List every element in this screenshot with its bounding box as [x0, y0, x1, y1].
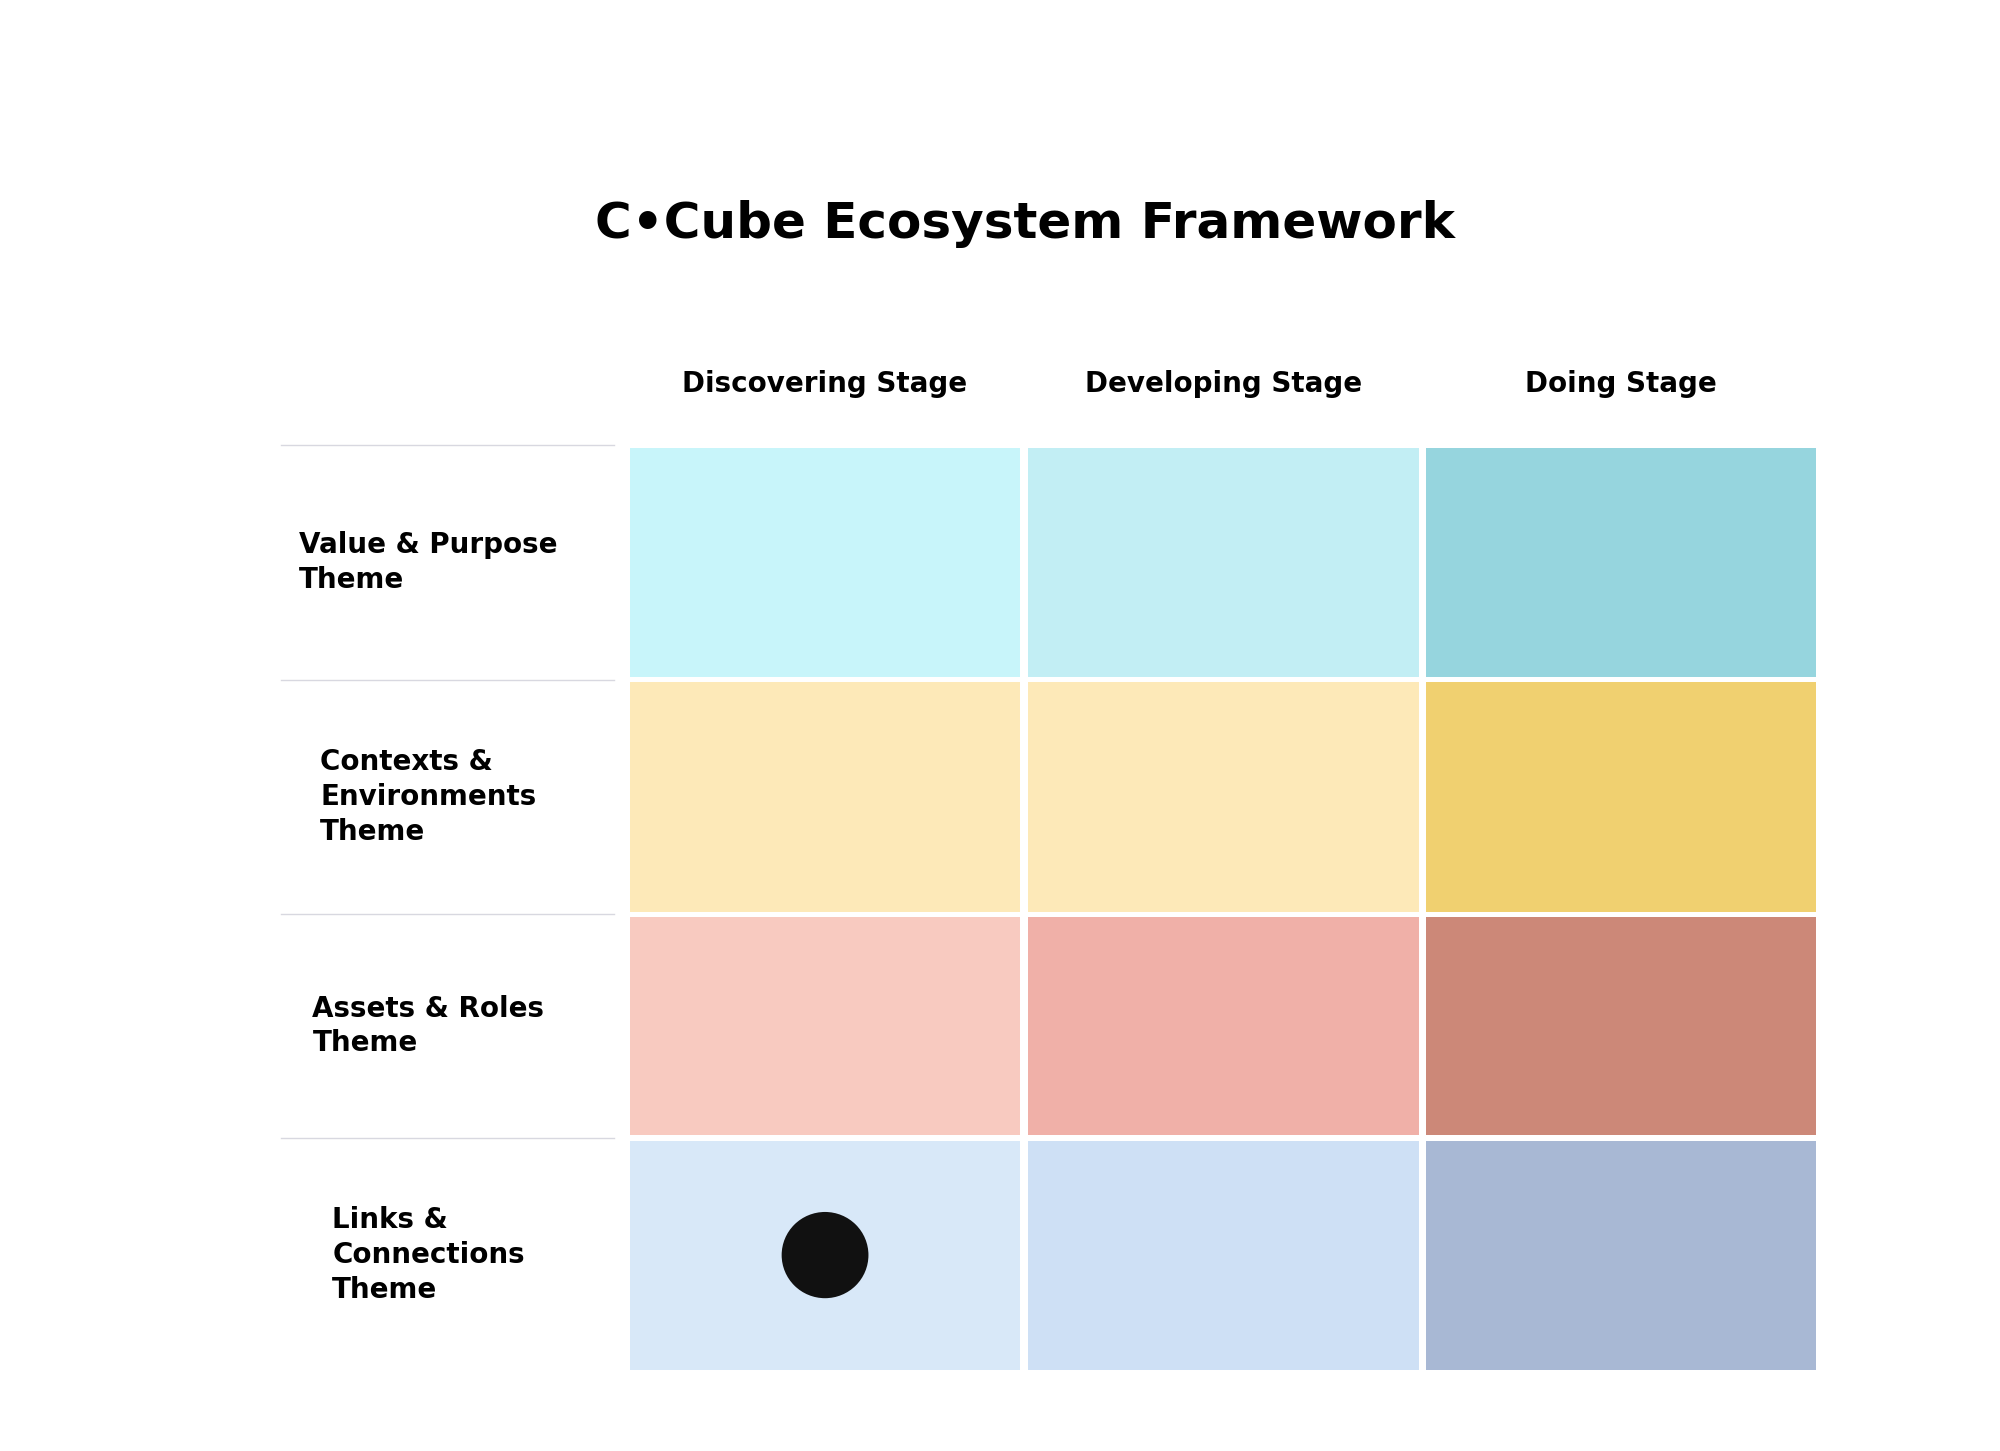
Text: Contexts &
Environments
Theme: Contexts & Environments Theme: [320, 749, 536, 846]
Text: Value & Purpose
Theme: Value & Purpose Theme: [300, 531, 558, 593]
Bar: [1028, 682, 1418, 911]
Bar: [630, 448, 1020, 676]
Bar: [1426, 1140, 1816, 1370]
Text: Developing Stage: Developing Stage: [1084, 370, 1362, 398]
Bar: [1028, 448, 1418, 676]
Text: Links &
Connections
Theme: Links & Connections Theme: [332, 1206, 524, 1303]
Text: Doing Stage: Doing Stage: [1526, 370, 1716, 398]
Bar: [630, 1140, 1020, 1370]
Text: Assets & Roles
Theme: Assets & Roles Theme: [312, 995, 544, 1058]
Text: Discovering Stage: Discovering Stage: [682, 370, 968, 398]
Ellipse shape: [782, 1212, 868, 1299]
Bar: [1426, 682, 1816, 911]
Bar: [630, 682, 1020, 911]
Text: C•Cube Ecosystem Framework: C•Cube Ecosystem Framework: [596, 200, 1456, 248]
Bar: [1028, 1140, 1418, 1370]
Bar: [1028, 917, 1418, 1135]
Bar: [630, 917, 1020, 1135]
Bar: [1426, 448, 1816, 676]
Bar: [1426, 917, 1816, 1135]
